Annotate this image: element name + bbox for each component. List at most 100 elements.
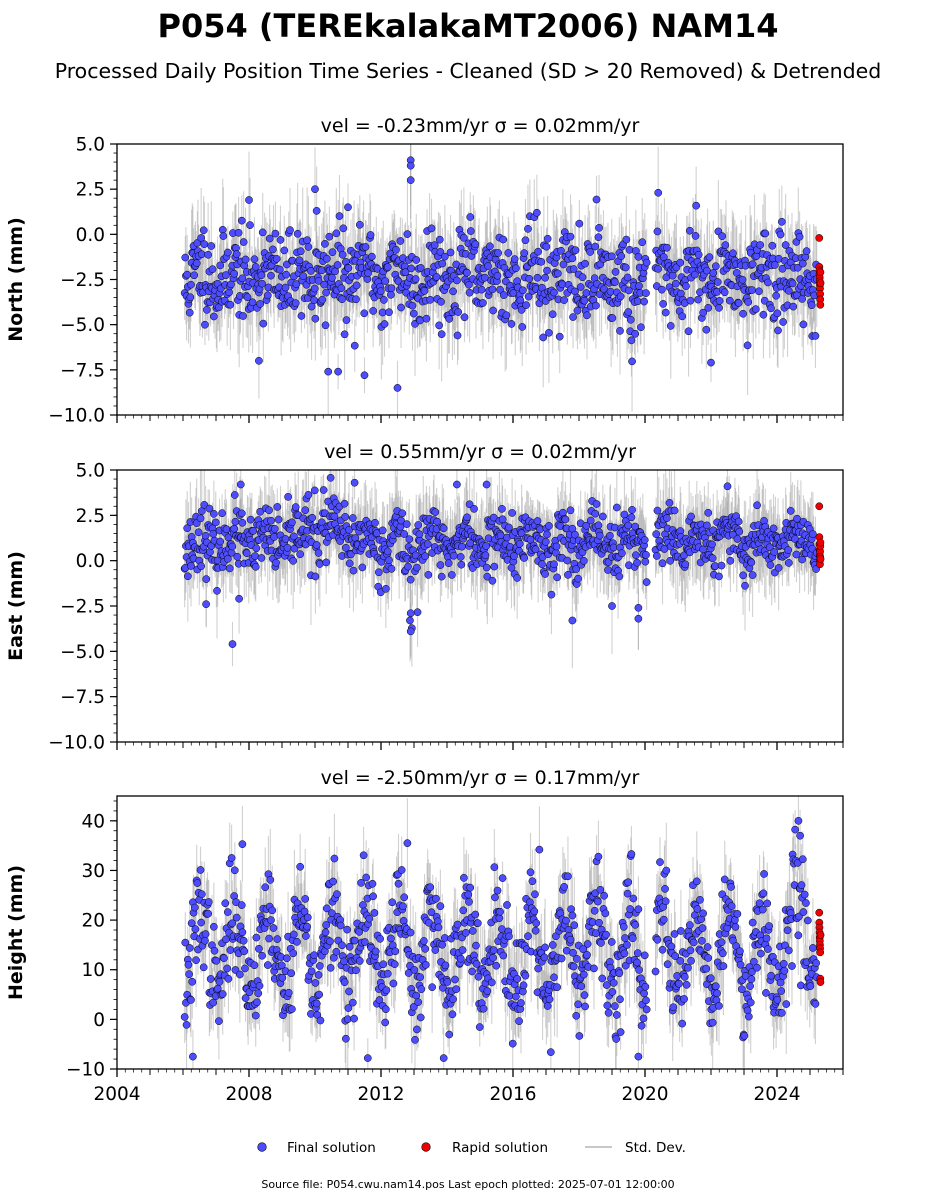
final-solution-point xyxy=(374,568,383,577)
final-solution-point xyxy=(380,320,389,328)
final-solution-point xyxy=(186,293,195,302)
final-solution-point xyxy=(445,315,454,323)
y-tick-label: −7.5 xyxy=(60,687,105,708)
plot-area xyxy=(180,796,825,1069)
y-axis-label: Height (mm) xyxy=(5,865,27,1000)
final-solution-point xyxy=(541,570,549,578)
plot-area xyxy=(180,470,825,669)
final-solution-point xyxy=(311,314,320,323)
final-solution-point xyxy=(304,243,313,251)
final-solution-point xyxy=(553,269,562,278)
final-solution-point xyxy=(337,284,346,293)
final-solution-point xyxy=(711,262,720,271)
final-solution-point xyxy=(423,540,432,548)
final-solution-point xyxy=(776,230,785,239)
final-solution-point xyxy=(387,565,396,573)
final-solution-point xyxy=(550,560,558,569)
final-solution-point xyxy=(406,161,415,170)
final-solution-point xyxy=(592,195,601,204)
final-solution-point xyxy=(605,531,614,540)
final-solution-point xyxy=(767,304,775,313)
final-solution-point xyxy=(349,566,358,575)
final-solution-point xyxy=(635,282,643,290)
y-tick-label: 0.0 xyxy=(76,225,105,246)
final-solution-point xyxy=(246,221,254,229)
final-solution-point xyxy=(479,299,487,307)
final-solution-point xyxy=(496,285,504,294)
final-solution-point xyxy=(385,556,393,565)
final-solution-point xyxy=(788,279,797,288)
final-solution-point xyxy=(594,521,603,530)
final-solution-point xyxy=(729,249,737,258)
final-solution-point xyxy=(744,298,753,306)
final-solution-point xyxy=(447,571,456,579)
final-solution-point xyxy=(670,506,679,515)
final-solution-point xyxy=(467,227,475,235)
final-solution-point xyxy=(225,564,234,573)
final-solution-point xyxy=(498,505,506,513)
final-solution-point xyxy=(624,521,633,530)
final-solution-point xyxy=(795,232,804,241)
final-solution-point xyxy=(490,562,499,571)
final-solution-point xyxy=(748,260,757,268)
final-solution-point xyxy=(282,270,291,279)
final-solution-point xyxy=(608,602,616,610)
final-solution-point xyxy=(652,552,661,560)
final-solution-point xyxy=(608,314,617,322)
final-solution-point xyxy=(385,308,393,317)
final-solution-point xyxy=(275,265,284,274)
final-solution-point xyxy=(311,572,320,581)
final-solution-point xyxy=(415,530,424,539)
final-solution-point xyxy=(249,527,258,535)
final-solution-point xyxy=(364,269,372,277)
final-solution-point xyxy=(463,513,471,522)
final-solution-point xyxy=(550,288,558,297)
final-solution-point xyxy=(460,313,469,322)
final-solution-point xyxy=(265,506,273,515)
final-solution-point xyxy=(704,303,713,312)
final-solution-point xyxy=(236,480,245,489)
final-solution-point xyxy=(705,253,714,261)
final-solution-point xyxy=(454,308,463,316)
final-solution-point xyxy=(573,306,582,315)
final-solution-point xyxy=(463,268,471,277)
final-solution-point xyxy=(207,242,216,250)
final-solution-point xyxy=(338,295,346,304)
final-solution-point xyxy=(482,542,490,550)
final-solution-point xyxy=(426,295,435,304)
final-solution-point xyxy=(383,547,392,556)
final-solution-point xyxy=(381,277,390,285)
final-solution-points xyxy=(180,156,821,392)
final-solution-point xyxy=(183,270,192,279)
y-tick-label: −2.5 xyxy=(60,270,105,291)
final-solution-point xyxy=(460,233,468,242)
final-solution-point xyxy=(239,238,248,246)
final-solution-point xyxy=(211,518,220,527)
final-solution-point xyxy=(642,578,651,586)
final-solution-point xyxy=(255,356,263,365)
final-solution-point xyxy=(398,509,407,518)
final-solution-point xyxy=(484,262,492,270)
final-solution-point xyxy=(289,532,298,541)
final-solution-point xyxy=(325,232,334,241)
height-panel: vel = -2.50mm/yr σ = 0.17mm/yr Height (mm… xyxy=(5,767,844,1105)
final-solution-point xyxy=(436,247,445,256)
final-solution-point xyxy=(222,271,230,279)
final-solution-point xyxy=(566,232,575,241)
final-solution-point xyxy=(223,555,232,563)
final-solution-point xyxy=(772,291,780,300)
final-solution-point xyxy=(543,530,551,539)
final-solution-point xyxy=(291,299,300,307)
final-solution-point xyxy=(420,287,429,295)
final-solution-point xyxy=(183,572,192,581)
final-solution-point xyxy=(201,320,209,329)
final-solution-point xyxy=(402,520,411,528)
final-solution-point xyxy=(334,367,342,376)
final-solution-point xyxy=(543,266,551,275)
y-tick-label: −5.0 xyxy=(60,315,105,336)
final-solution-point xyxy=(406,609,415,618)
final-solution-point xyxy=(734,517,743,526)
final-solution-point xyxy=(281,283,290,292)
final-solution-point xyxy=(543,234,552,243)
